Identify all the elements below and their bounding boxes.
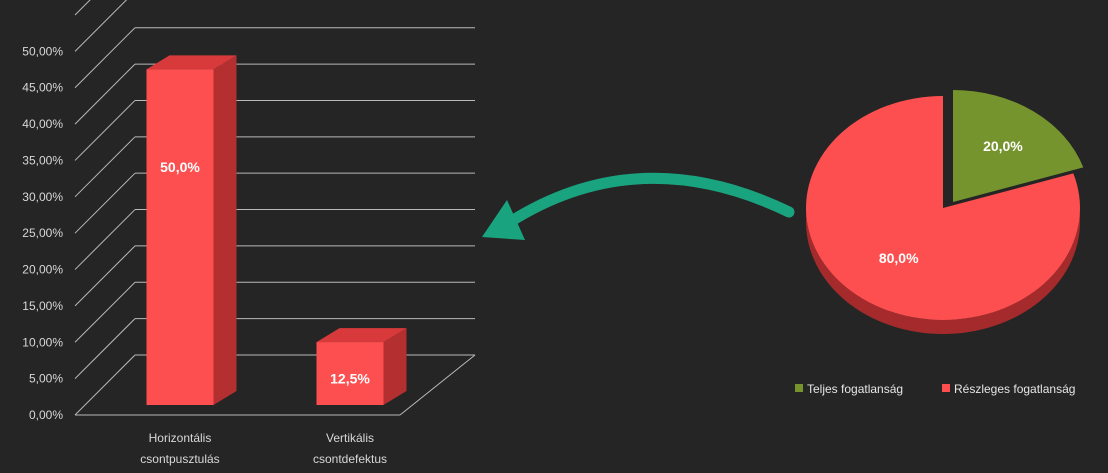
grid-diagonal — [74, 136, 136, 198]
pie-slice — [953, 90, 1084, 202]
grid-diagonal — [74, 63, 136, 125]
pie-slice — [806, 96, 1081, 320]
y-tick-label: 50,00% — [22, 44, 63, 58]
grid-diagonal — [74, 0, 128, 52]
y-tick-label: 30,00% — [22, 190, 63, 204]
y-tick-label: 15,00% — [22, 299, 63, 313]
legend-entry: Részleges fogatlanság — [954, 382, 1075, 396]
bar-side — [383, 328, 407, 405]
bar-top — [146, 55, 237, 70]
bar — [146, 69, 214, 405]
y-tick-label: 5,00% — [29, 372, 63, 386]
grid-diagonal — [74, 172, 136, 234]
y-tick-label: 45,00% — [22, 81, 63, 95]
pie-chart: 20,0% 80,0% Teljes fogatlanság Részleges f… — [795, 90, 1084, 396]
floor-side-edge — [399, 354, 476, 416]
bar-side — [213, 55, 237, 405]
grid-diagonal — [74, 0, 91, 16]
bars: 50,0% 12,5% — [146, 55, 407, 405]
grid-diagonal — [74, 281, 136, 343]
arrow-icon — [482, 172, 795, 240]
grid-diagonal — [74, 245, 136, 307]
y-tick-label: 40,00% — [22, 117, 63, 131]
y-tick-label: 10,00% — [22, 335, 63, 349]
grid-diagonal — [74, 27, 136, 89]
bar-data-label: 12,5% — [330, 371, 370, 387]
y-axis-ticks: 0,00% 5,00% 10,00% 15,00% 20,00% 25,00% 30,00%… — [22, 44, 63, 422]
grid-diagonal — [74, 209, 136, 270]
y-tick-label: 25,00% — [22, 226, 63, 240]
bar-top — [316, 328, 407, 343]
pie-data-label: 80,0% — [879, 250, 919, 266]
y-tick-label: 0,00% — [29, 408, 63, 422]
grid-lines — [74, 0, 476, 416]
bar — [316, 342, 384, 405]
y-tick-label: 35,00% — [22, 153, 63, 167]
legend-entry: Teljes fogatlanság — [807, 382, 903, 396]
bar-chart: 0,00% 5,00% 10,00% 15,00% 20,00% 25,00% 30,00%… — [22, 0, 476, 466]
bar-data-label: 50,0% — [160, 159, 200, 175]
grid-diagonal — [74, 354, 136, 416]
pie-slices: 20,0% 80,0% — [806, 90, 1084, 334]
legend-swatch — [795, 384, 803, 392]
legend: Teljes fogatlanság Részleges fogatlanság — [795, 382, 1075, 396]
x-axis-categories: Horizontális csontpusztulás Vertikális cson… — [140, 431, 387, 466]
legend-swatch — [942, 384, 950, 392]
pie-data-label: 20,0% — [983, 138, 1023, 154]
grid-diagonal — [74, 318, 136, 379]
x-category-label: Horizontális csontpusztulás — [140, 431, 219, 466]
grid-diagonal — [74, 100, 136, 161]
y-tick-label: 20,00% — [22, 263, 63, 277]
x-category-label: Vertikális csontdefektus — [313, 431, 387, 466]
